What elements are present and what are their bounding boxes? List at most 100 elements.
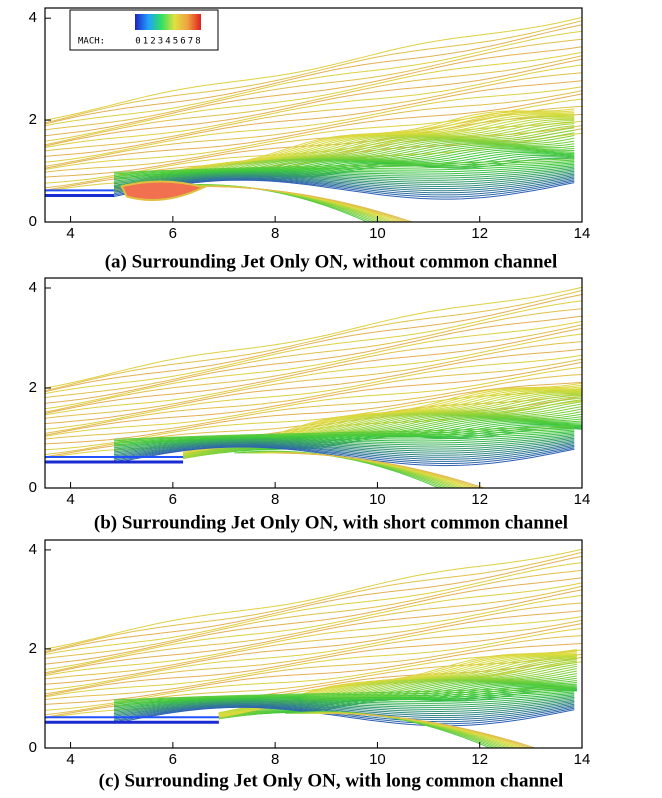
legend: MACH: 0 1 2 3 4 5 6 7 8: [69, 9, 219, 51]
contour-line: [113, 425, 575, 440]
y-tick-label: 2: [29, 379, 37, 396]
x-tick-label: 12: [471, 491, 488, 508]
contour-line: [45, 55, 582, 146]
x-tick-label: 10: [369, 491, 386, 508]
contour-line: [113, 158, 575, 173]
contour-line: [45, 324, 582, 413]
contour-line: [113, 165, 575, 180]
contour-line: [113, 177, 575, 194]
nozzle-body: [45, 196, 115, 222]
contour-line: [45, 577, 582, 665]
caption: (c) Surrounding Jet Only ON, with long c…: [99, 770, 564, 791]
contour-line: [45, 555, 582, 654]
contour-line: [113, 436, 575, 451]
contour-line: [113, 443, 575, 458]
contour-line: [45, 381, 582, 445]
y-tick-label: 0: [29, 739, 37, 756]
contour-line: [113, 690, 575, 705]
contour-line: [45, 619, 582, 695]
contour-line: [113, 694, 575, 709]
contour-line: [113, 686, 575, 701]
contour-line: [113, 688, 575, 704]
contour-line: [45, 610, 582, 685]
x-tick-label: 12: [471, 751, 488, 768]
contour-line: [113, 428, 575, 443]
contour-line: [45, 294, 582, 393]
colorbar-label: 8: [195, 37, 200, 47]
contour-line: [45, 635, 582, 700]
colorbar-label: 3: [158, 37, 163, 47]
contour-line: [113, 706, 575, 725]
contour-line: [279, 452, 484, 488]
contour-line: [45, 585, 582, 674]
contour-line: [183, 413, 582, 456]
contour-line: [113, 445, 575, 464]
contour-line: [113, 446, 575, 467]
contour-line: [113, 175, 575, 190]
contour-line: [113, 176, 575, 192]
nozzle-body: [45, 723, 115, 748]
contour-line: [45, 333, 582, 416]
contour-line: [113, 699, 575, 715]
contour-line: [45, 80, 582, 157]
x-tick-label: 4: [66, 491, 74, 508]
contour-line: [45, 354, 582, 430]
contour-line: [113, 687, 575, 702]
contour-line: [45, 105, 582, 173]
contour-line: [45, 374, 582, 440]
contour-line: [45, 72, 582, 152]
colorbar-label: 6: [180, 37, 185, 47]
x-tick-label: 4: [66, 225, 74, 242]
plot-frame: [44, 7, 583, 223]
contour-line: [45, 93, 582, 169]
contour-line: [45, 628, 582, 698]
contour-line: [45, 86, 582, 163]
contour-line: [113, 698, 575, 713]
x-tick-label: 6: [169, 751, 177, 768]
contour-line: [113, 170, 575, 186]
x-tick-label: 14: [574, 751, 591, 768]
colorbar: [135, 14, 201, 30]
x-tick-label: 8: [271, 225, 279, 242]
x-tick-label: 10: [369, 751, 386, 768]
contour-line: [113, 430, 575, 446]
contour-line: [45, 286, 582, 389]
contour-line: [45, 361, 582, 436]
contour-line: [45, 30, 582, 127]
contour-line: [113, 691, 575, 706]
contour-line: [45, 569, 582, 659]
plot-frame: [44, 277, 583, 489]
x-tick-label: 10: [369, 225, 386, 242]
contour-line: [45, 46, 582, 137]
contour-line: [45, 16, 582, 121]
contour-line: [113, 437, 575, 453]
colorbar-label: 4: [165, 37, 170, 47]
contour-line: [113, 706, 575, 727]
contour-line: [45, 24, 582, 125]
contour-line: [45, 562, 582, 655]
contour-line: [113, 429, 575, 445]
y-tick-label: 4: [29, 9, 37, 26]
colorbar-label: 1: [143, 37, 148, 47]
contour-line: [45, 602, 582, 680]
contour-line: [113, 179, 575, 198]
x-tick-label: 8: [271, 751, 279, 768]
contour-line: [45, 51, 582, 142]
contour-line: [113, 172, 575, 188]
contour-line: [113, 432, 575, 447]
contour-line: [45, 320, 582, 410]
contour-line: [113, 696, 575, 712]
contour-field: [45, 286, 582, 488]
contour-line: [113, 440, 575, 456]
contour-line: [113, 695, 575, 710]
contour-line: [330, 712, 536, 748]
contour-line: [45, 341, 582, 419]
contour-line: [113, 703, 575, 719]
contour-line: [113, 445, 575, 462]
x-tick-label: 8: [271, 491, 279, 508]
contour-line: [45, 315, 582, 404]
contour-line: [45, 589, 582, 675]
contour-line: [45, 551, 582, 653]
contour-line: [113, 169, 575, 185]
